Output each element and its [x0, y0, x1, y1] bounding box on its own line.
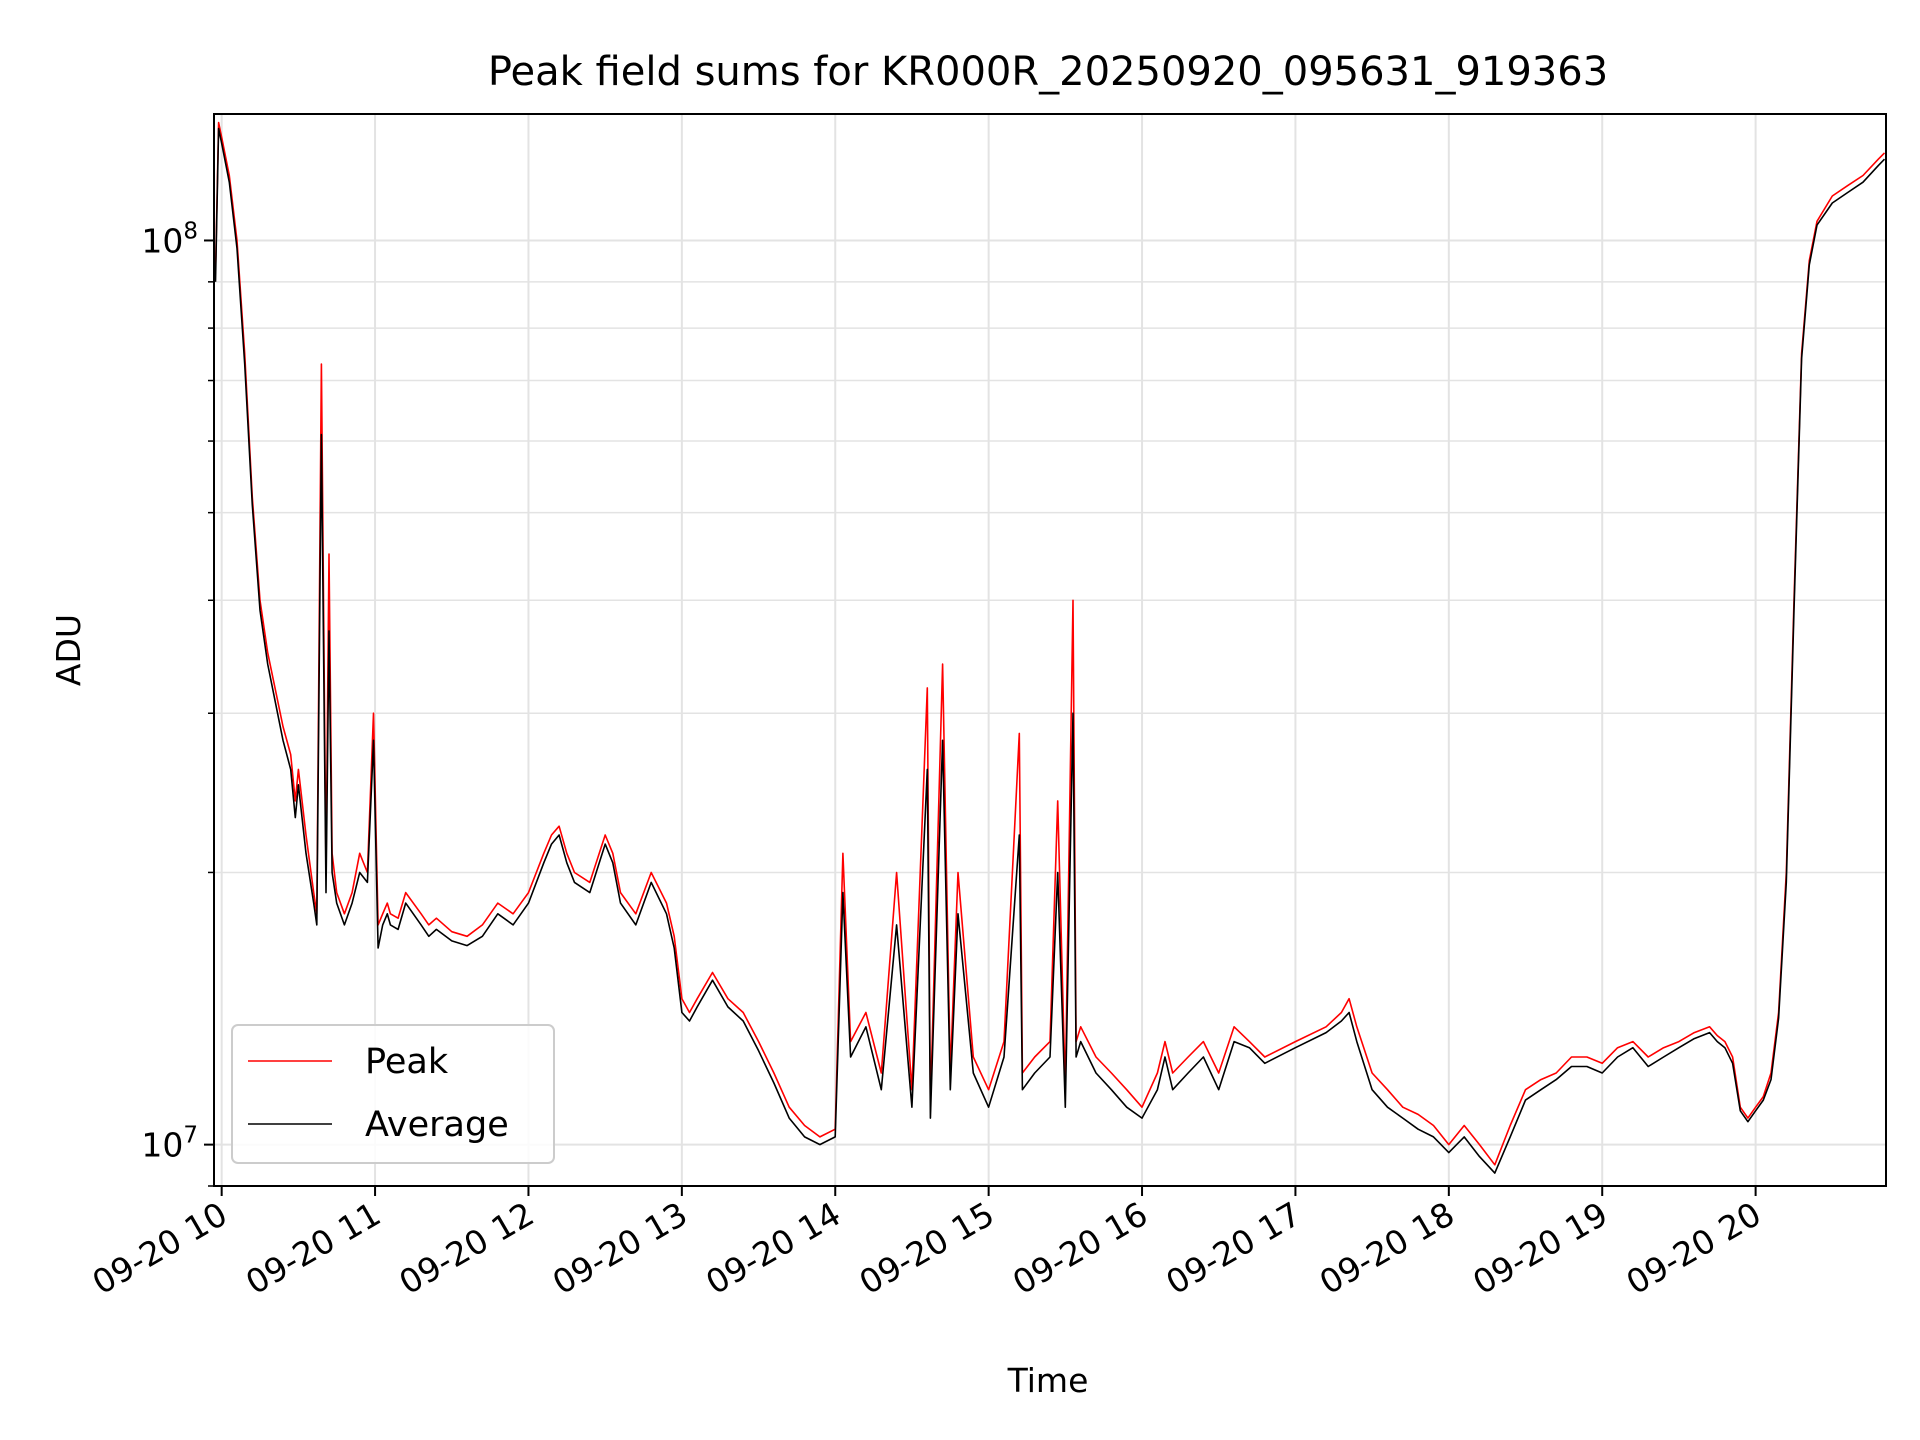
y-axis-label: ADU — [49, 614, 88, 686]
legend-label-average: Average — [365, 1105, 509, 1145]
x-axis-label: Time — [1007, 1361, 1089, 1400]
plot-frame — [213, 113, 1887, 1187]
chart-title: Peak field sums for KR000R_20250920_0956… — [488, 49, 1608, 95]
y-ticks: 107 108 — [141, 218, 214, 1187]
legend-label-peak: Peak — [365, 1042, 449, 1082]
y-tick-label: 107 — [141, 1123, 198, 1165]
legend-box — [231, 1024, 555, 1164]
series-layer — [214, 121, 1886, 1174]
legend: Peak Average — [231, 1024, 555, 1164]
series-line-average — [214, 127, 1886, 1174]
grid — [214, 114, 1886, 1187]
series-line-peak — [214, 121, 1886, 1166]
y-tick-label: 108 — [141, 218, 198, 260]
